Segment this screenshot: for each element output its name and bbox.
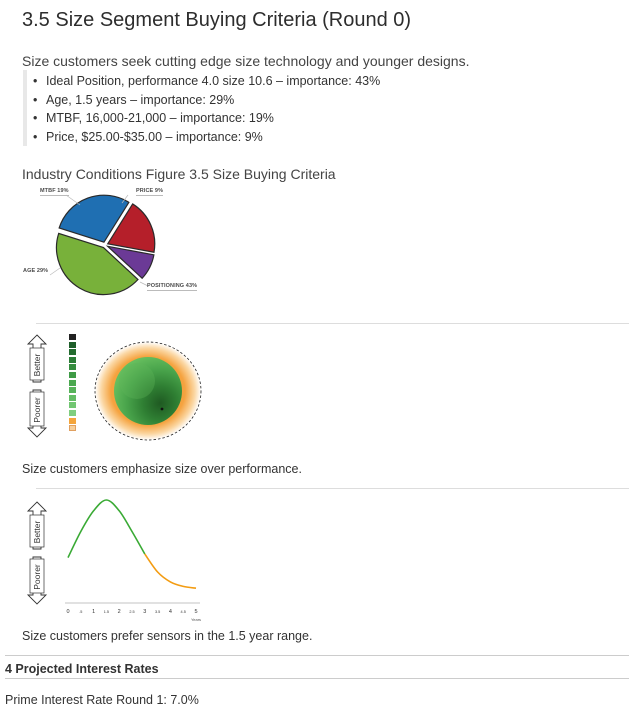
better-poorer-gauge-position [26,334,48,438]
caption-position: Size customers emphasize size over perfo… [22,462,302,476]
pie-slice-mtbf [106,203,156,253]
pie-svg [49,194,156,296]
better-label: Better [32,353,42,377]
position-target-circle [94,341,202,441]
age-curve-less-preferred [144,553,197,589]
scale-step [69,417,76,424]
scale-step [69,371,76,378]
criteria-list: Ideal Position, performance 4.0 size 10.… [33,72,380,147]
x-tick-label: 2.5 [129,610,134,614]
pie-slice-age [58,194,130,243]
pie-slice-positioning [55,232,139,296]
scale-step [69,334,76,340]
age-curve-preferred [67,499,146,558]
x-tick-label: .5 [79,610,82,614]
scale-step [69,387,76,394]
pie-label-mtbf: MTBF 19% [40,188,69,196]
criteria-item-position: Ideal Position, performance 4.0 size 10.… [33,72,380,91]
age-preference-chart: 0 .5 1 1.5 2 2.5 3 3.5 4 4.5 5 Years [65,499,201,622]
criteria-item-age: Age, 1.5 years – importance: 29% [33,91,380,110]
pie-slice-price [105,245,155,280]
poorer-label: Poorer [32,397,42,423]
scale-step [69,379,76,386]
poorer-label-2: Poorer [32,564,42,590]
divider-4 [5,678,629,679]
scale-step [69,364,76,371]
criteria-item-price: Price, $25.00-$35.00 – importance: 9% [33,128,380,147]
interest-heading: 4 Projected Interest Rates [5,662,159,676]
pie-label-price: PRICE 9% [136,188,164,196]
divider-2 [36,488,629,489]
caption-age: Size customers prefer sensors in the 1.5… [22,629,313,643]
divider-3 [5,655,629,656]
scale-step [69,402,76,409]
criteria-item-mtbf: MTBF, 16,000-21,000 – importance: 19% [33,109,380,128]
x-axis-title: Years [191,617,201,622]
pie-label-positioning: POSITIONING 43% [147,283,198,291]
scale-step [69,341,76,348]
x-tick-label: 4 [169,609,172,615]
divider-1 [36,323,629,324]
x-tick-label: 4.5 [181,610,186,614]
section-title: 3.5 Size Segment Buying Criteria (Round … [22,9,412,31]
figure-caption: Industry Conditions Figure 3.5 Size Buyi… [22,166,336,182]
scale-step [69,356,76,363]
scale-step [69,425,76,432]
prime-interest-rate: Prime Interest Rate Round 1: 7.0% [5,693,199,707]
better-label-2: Better [32,520,42,544]
scale-step [69,409,76,416]
x-tick-label: 0 [66,609,69,615]
pie-label-age: AGE 29% [23,268,49,274]
cut-off-text-top [200,0,360,3]
scale-step [69,394,76,401]
x-tick-label: 2 [118,609,121,615]
x-tick-label: 3.5 [155,610,160,614]
scale-step [69,349,76,356]
x-tick-label: 1.5 [104,610,109,614]
blockquote-bar [23,70,27,146]
x-tick-label: 1 [92,609,95,615]
segment-intro: Size customers seek cutting edge size te… [22,53,470,69]
x-tick-label: 3 [143,609,146,615]
rating-color-scale [69,334,76,433]
buying-criteria-pie-chart: MTBF 19% PRICE 9% AGE 29% POSITIONING 43… [20,183,220,303]
x-tick-label: 5 [194,609,197,615]
better-poorer-gauge-age [26,501,48,605]
